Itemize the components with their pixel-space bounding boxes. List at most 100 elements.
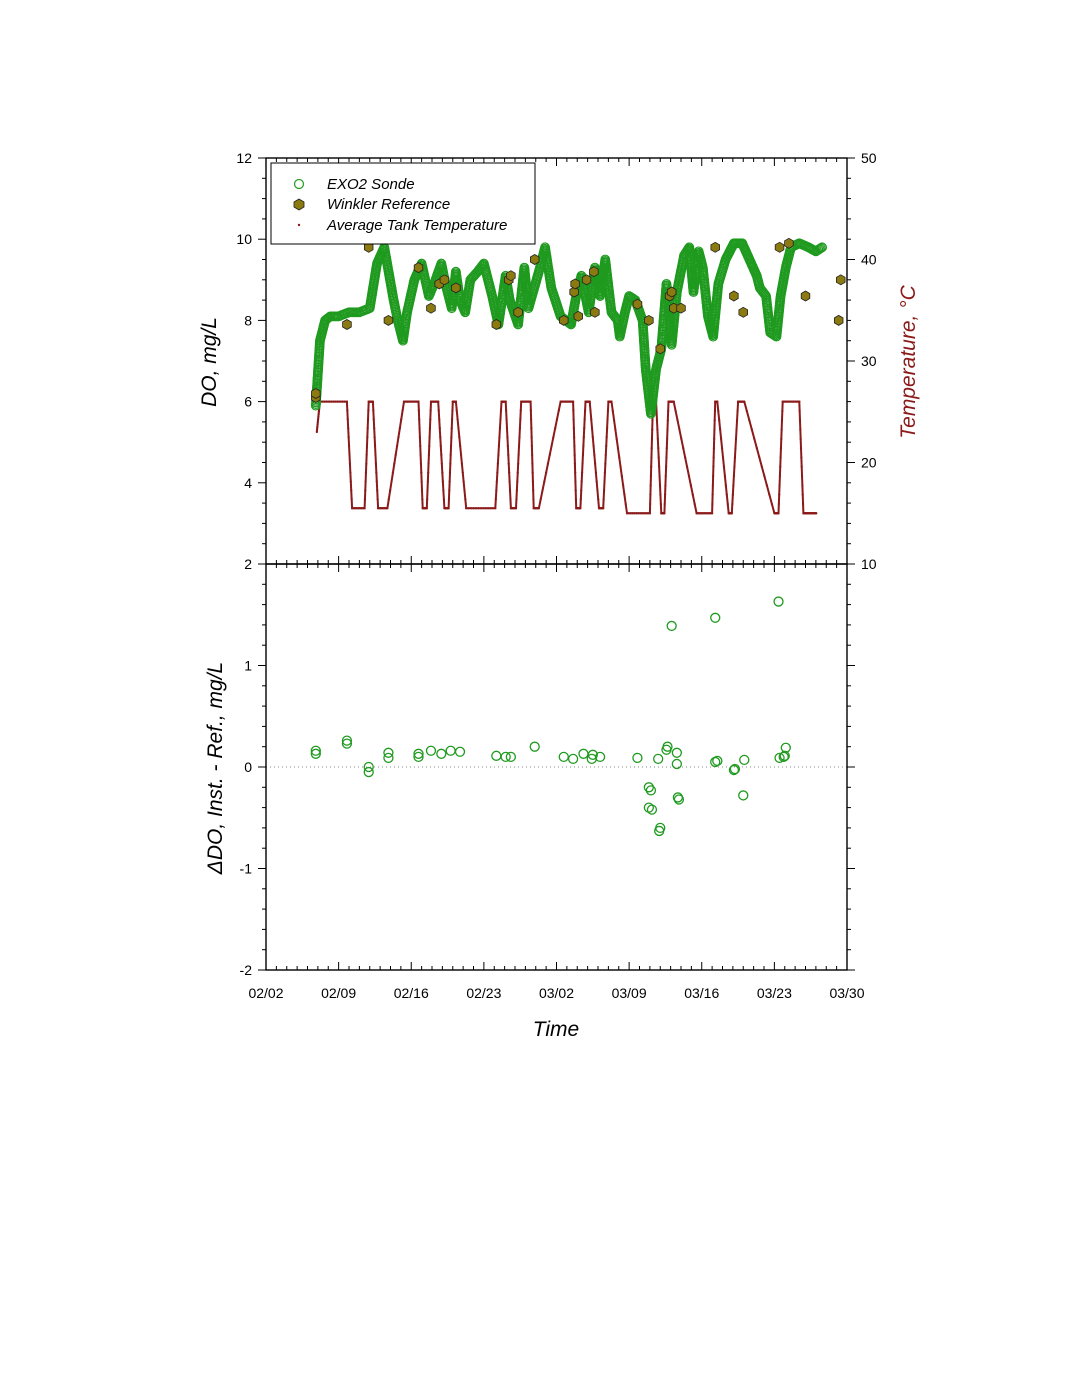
temperature-point [799,428,802,431]
delta-do-point [671,758,682,770]
temperature-point [595,480,598,483]
legend-marker-winkler [293,198,305,211]
temperature-point [659,493,662,496]
temperature-point [682,447,685,450]
temperature-point [657,447,660,450]
winkler-point [439,274,450,286]
temperature-point [330,400,333,403]
temperature-point [489,507,492,510]
temperature-point [449,462,452,465]
temperature-point [713,419,716,422]
top-y-tick-label: 12 [236,150,252,166]
legend-label-sonde: EXO2 Sonde [327,176,415,193]
temperature-point [494,498,497,501]
temperature-point [459,444,462,448]
temperature-point [499,409,503,412]
bottom-y-tick-label: -2 [240,962,253,978]
temperature-point [531,471,534,474]
temperature-point [327,400,331,403]
temperature-point [447,498,451,501]
temperature-point [620,474,623,478]
winkler-point [491,319,502,330]
temperature-point [711,484,715,487]
temperature-point [506,436,509,439]
temperature-point [532,489,535,492]
temperature-point [365,462,368,465]
temperature-point [596,489,599,492]
temperature-point [389,489,392,492]
temperature-point [721,456,725,459]
winkler-point [342,319,352,330]
temperature-point [495,489,498,492]
temperature-point [753,437,756,440]
temperature-point [603,471,607,474]
temperature-point [315,430,318,434]
winkler-point [784,237,794,249]
temperature-point [618,456,621,459]
temperature-point [371,400,374,403]
temperature-point [687,474,691,478]
temperature-point [550,444,553,448]
top-y-axis-title: DO, mg/L [198,317,221,407]
temperature-point [460,462,464,465]
temperature-point [482,507,485,510]
x-tick-label: 03/16 [684,985,719,1001]
temperature-point [496,462,499,465]
sonde-series-top [310,238,827,419]
temperature-point [323,400,326,403]
temperature-point [604,453,607,456]
temperature-point [519,409,522,412]
temperature-point [579,498,582,501]
temperature-point [425,507,428,510]
temperature-point [778,484,781,487]
sonde-point [817,242,827,253]
temperature-point [398,427,401,430]
temperature-point [449,444,453,448]
delta-do-point [780,742,791,753]
temperature-point [781,409,784,413]
temperature-point [777,502,780,506]
temperature-point [441,480,444,483]
temperature-point [529,400,532,403]
temperature-point [605,427,609,430]
temperature-point [584,409,587,412]
temperature-point [736,409,739,413]
temperature-point [516,480,519,483]
delta-do-point [310,748,321,759]
temperature-point [665,465,668,468]
delta-do-point [310,745,321,756]
top-y2-tick-label: 10 [861,556,877,572]
temperature-point [477,507,480,510]
temperature-point [763,474,766,478]
temperature-point [366,427,369,430]
temperature-point [442,489,445,492]
temperature-point [532,498,535,501]
top-y-tick-label: 10 [236,231,252,247]
temperature-point [439,444,442,448]
temperature-point [655,419,659,422]
top-y2-axis-title: Temperature, °C [897,284,920,438]
temperature-point [454,400,457,403]
winkler-point [569,286,579,298]
temperature-point [624,502,627,506]
temperature-point [505,418,508,421]
temperature-point [506,444,509,448]
temperature-point [639,512,642,515]
temperature-point [508,471,511,474]
temperature-point [649,484,652,487]
temperature-point [341,400,344,403]
temperature-point [801,493,804,496]
temperature-point [649,474,653,478]
temperature-point [735,419,739,422]
legend-marker-temperature [297,223,301,227]
temperature-point [428,436,431,439]
temperature-point [693,502,696,506]
temperature-point [518,427,522,430]
temperature-point [515,498,518,501]
temperature-point [376,498,379,501]
delta-do-point [363,766,374,778]
temperature-point [317,413,320,416]
temperature-point [419,462,423,465]
temperature-point [496,471,499,474]
temperature-point [718,419,721,422]
